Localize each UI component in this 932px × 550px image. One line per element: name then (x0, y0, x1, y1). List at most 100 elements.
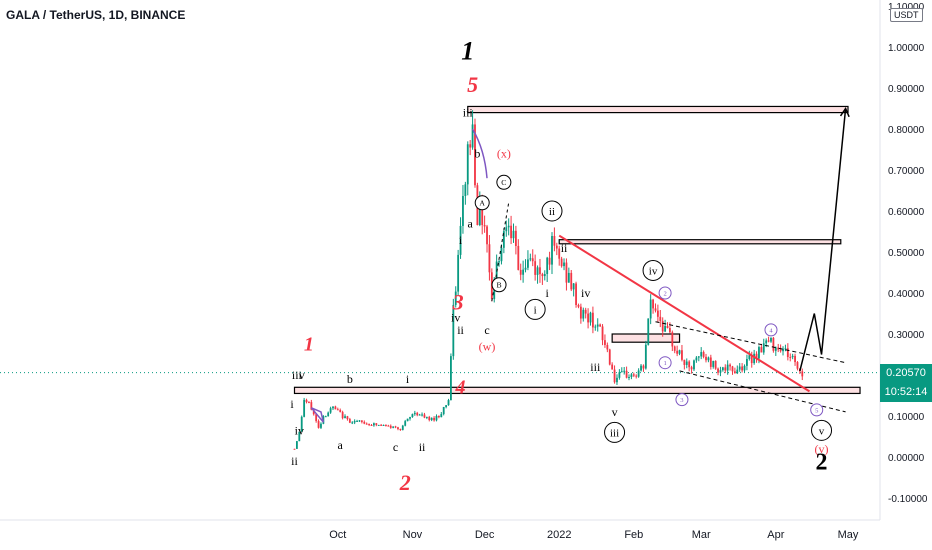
wave-circle-label: 5 (815, 407, 819, 414)
candle-body (707, 357, 710, 361)
candle-body (502, 231, 505, 248)
bar-countdown-badge: 10:52:14 (880, 382, 932, 402)
candle-body (654, 308, 657, 311)
currency-unit-badge[interactable]: USDT (890, 8, 923, 22)
candle-body (392, 426, 395, 428)
candle-body (346, 416, 349, 420)
candle-body (700, 352, 703, 357)
candle-body (565, 262, 568, 283)
candle-body (474, 124, 476, 186)
current-price-badge: 0.20570 (880, 363, 932, 383)
x-tick-label: Dec (475, 529, 495, 541)
candle-body (753, 353, 756, 364)
projection-path (799, 108, 847, 372)
candle-body (336, 409, 339, 411)
candle-body (647, 318, 650, 345)
candle-body (445, 405, 448, 408)
wave-label: a (468, 216, 474, 230)
wave-label: iv (295, 423, 304, 437)
candle-body (531, 258, 534, 262)
candle-body (760, 347, 763, 353)
candle-body (332, 406, 334, 409)
candle-body (676, 350, 679, 354)
candle-body (575, 283, 577, 306)
candle-body (750, 355, 753, 364)
projection-arrowhead (839, 106, 850, 118)
candle-body (536, 267, 539, 275)
candle-body (584, 309, 587, 314)
candle-body (437, 416, 440, 418)
wave-label: 2 (399, 470, 411, 495)
candle-body (416, 412, 419, 416)
wave-circle-label: 4 (769, 327, 773, 334)
y-tick-label: 0.60000 (888, 207, 925, 218)
wave-circle (541, 200, 563, 222)
candle-body (339, 410, 342, 413)
candle-body (632, 374, 635, 376)
candle-body (579, 306, 582, 319)
candle-body (741, 366, 744, 371)
candle-body (312, 409, 315, 415)
candle-body (801, 371, 804, 377)
candle-body (459, 225, 462, 255)
candle-body (471, 124, 474, 148)
candle-body (450, 356, 452, 401)
candle-body (688, 361, 691, 368)
candle-body (577, 305, 580, 307)
candle-body (452, 304, 455, 357)
candle-body (394, 426, 397, 428)
candle-body (604, 340, 606, 345)
candle-body (796, 362, 799, 369)
candle-body (620, 371, 623, 373)
candle-body (755, 353, 758, 359)
candle-body (442, 407, 445, 415)
candle-body (652, 299, 654, 309)
candle-body (527, 259, 529, 268)
candle-body (770, 337, 772, 342)
support-resistance-zone (293, 386, 861, 395)
wave-label: 2 (816, 449, 828, 475)
candle-body (382, 424, 385, 426)
wave-circle-label: iii (610, 427, 619, 439)
wave-circle-label: 1 (663, 360, 666, 367)
candle-body (363, 421, 366, 424)
channel-line (655, 321, 846, 364)
wave-label: 1 (304, 333, 314, 355)
wave-circle-label: ii (549, 206, 555, 218)
x-tick-label: Apr (767, 529, 784, 541)
wave-label: i (546, 286, 550, 300)
candle-body (440, 414, 443, 418)
wave-label: a (338, 438, 344, 452)
wave-label: ii (291, 454, 298, 468)
wave-dashed-connector (491, 202, 510, 302)
candle-body (387, 425, 390, 427)
candle-body (563, 262, 565, 267)
wave-label: iv (581, 286, 590, 300)
candle-body (731, 366, 734, 372)
candle-body (644, 344, 647, 369)
candle-body (553, 236, 556, 246)
wave-label: (x) (497, 147, 511, 161)
candle-body (683, 359, 686, 365)
wave-circle-label: A (479, 199, 485, 208)
candle-body (300, 416, 303, 432)
wave-label: i (459, 233, 463, 247)
candle-body (498, 261, 500, 263)
candle-body (560, 258, 563, 267)
wave-label: (v) (815, 442, 829, 456)
candle-body (522, 269, 525, 275)
candle-body (454, 291, 457, 305)
y-tick-label: 0.70000 (888, 166, 925, 177)
candle-body (510, 225, 512, 239)
candle-body (360, 420, 363, 422)
candle-body (616, 377, 618, 383)
candle-body (397, 427, 399, 429)
support-resistance-zone (558, 239, 842, 245)
candle-body (582, 309, 585, 319)
wave-circle-label: i (534, 304, 537, 316)
candle-body (483, 225, 486, 227)
wave-circle-label: B (496, 281, 501, 290)
candle-body (767, 340, 770, 342)
candle-body (433, 417, 435, 421)
